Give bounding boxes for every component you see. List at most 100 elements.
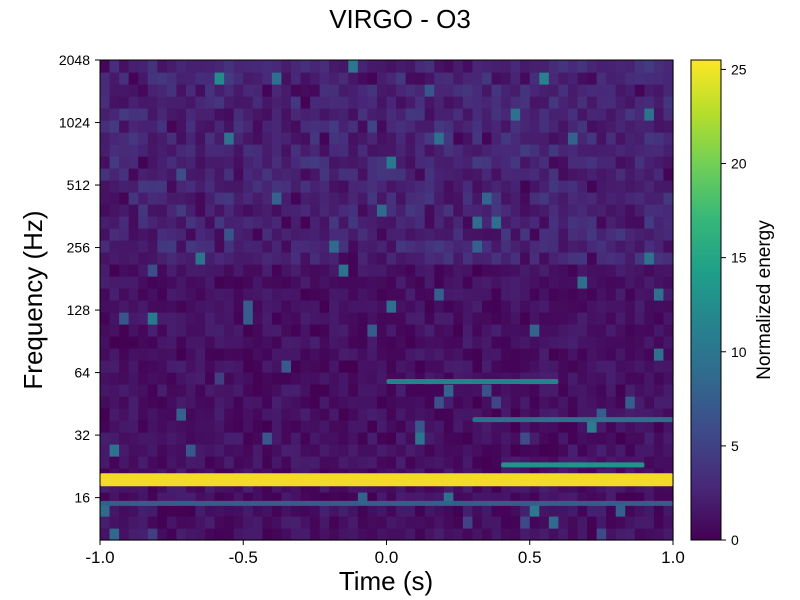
heat-cell [472, 528, 483, 541]
heat-cell [663, 240, 674, 253]
heat-cell [357, 132, 368, 145]
heat-cell [615, 120, 626, 133]
heat-cell [634, 120, 645, 133]
heat-cell [224, 288, 235, 301]
heat-cell [386, 516, 397, 529]
heat-cell [482, 336, 493, 349]
heat-cell [529, 96, 540, 109]
heat-cell [472, 180, 483, 193]
heat-cell [510, 528, 521, 541]
heat-cell [644, 456, 655, 469]
heat-cell [376, 228, 388, 241]
heat-cell [157, 108, 168, 121]
heat-cell [300, 504, 311, 517]
heat-cell [501, 252, 512, 265]
heat-cell [491, 276, 502, 289]
heat-cell [462, 396, 474, 409]
heat-cell [252, 72, 263, 85]
heat-cell [176, 444, 187, 457]
heat-cell [243, 408, 254, 421]
heat-cell [596, 456, 607, 469]
x-tick-label: -0.5 [229, 548, 258, 567]
heat-cell [453, 408, 464, 421]
heat-cell [472, 72, 483, 85]
heat-cell [271, 276, 283, 289]
heat-cell [548, 228, 559, 241]
energy-band [386, 378, 559, 384]
heat-cell [453, 300, 464, 313]
heat-cell [329, 384, 340, 397]
heat-cell [166, 192, 177, 205]
heat-cell [376, 192, 388, 205]
heat-cell [329, 60, 340, 73]
heat-cell [453, 60, 464, 73]
heat-cell [587, 84, 598, 97]
heat-cell [472, 84, 483, 97]
heat-cell [453, 276, 464, 289]
heat-cell [348, 168, 359, 181]
heat-cell [548, 156, 559, 169]
heat-cell [663, 264, 674, 277]
heat-cell [587, 72, 598, 85]
heat-cell [243, 360, 254, 373]
heat-cell [501, 216, 512, 229]
heat-cell [166, 312, 177, 325]
heat-cell [262, 84, 273, 97]
heat-cell [462, 312, 474, 325]
heat-cell [291, 72, 302, 85]
heat-cell [367, 324, 378, 337]
heat-cell [271, 72, 283, 85]
heat-cell [300, 432, 311, 445]
heat-cell [319, 480, 330, 493]
heat-cell [653, 156, 665, 169]
heat-cell [558, 180, 569, 193]
heat-cell [319, 276, 330, 289]
heat-cell [281, 156, 292, 169]
heat-cell [147, 108, 158, 121]
heat-cell [157, 276, 168, 289]
heat-cell [596, 360, 607, 373]
heat-cell [462, 384, 474, 397]
heat-cell [615, 348, 626, 361]
heat-cell [100, 396, 111, 409]
heat-cell [520, 168, 531, 181]
heat-cell [510, 408, 521, 421]
heat-cell [348, 456, 359, 469]
heat-cell [195, 276, 206, 289]
heat-cell [291, 516, 302, 529]
heat-cell [615, 492, 626, 505]
heat-cell [482, 492, 493, 505]
heat-cell [577, 96, 588, 109]
heat-cell [615, 444, 626, 457]
heat-cell [262, 432, 273, 445]
heat-cell [462, 240, 474, 253]
heat-cell [539, 180, 550, 193]
heat-cell [100, 132, 111, 145]
heat-cell [310, 84, 321, 97]
heat-cell [357, 84, 368, 97]
heat-cell [405, 156, 416, 169]
heat-cell [214, 288, 225, 301]
heat-cell [224, 192, 235, 205]
heat-cell [348, 84, 359, 97]
heat-cell [205, 456, 216, 469]
heat-cell [434, 168, 445, 181]
heat-cell [271, 492, 283, 505]
heat-cell [491, 396, 502, 409]
heat-cell [558, 456, 569, 469]
heat-cell [310, 444, 321, 457]
heat-cell [644, 480, 655, 493]
heat-cell [443, 156, 454, 169]
heat-cell [577, 288, 588, 301]
heat-cell [548, 144, 559, 157]
heat-cell [367, 276, 378, 289]
heat-cell [214, 384, 225, 397]
heat-cell [501, 132, 512, 145]
heat-cell [291, 276, 302, 289]
heat-cell [329, 204, 340, 217]
heat-cell [501, 456, 512, 469]
heat-cell [233, 420, 244, 433]
heat-cell [405, 72, 416, 85]
heat-cell [300, 396, 311, 409]
heat-cell [453, 228, 464, 241]
